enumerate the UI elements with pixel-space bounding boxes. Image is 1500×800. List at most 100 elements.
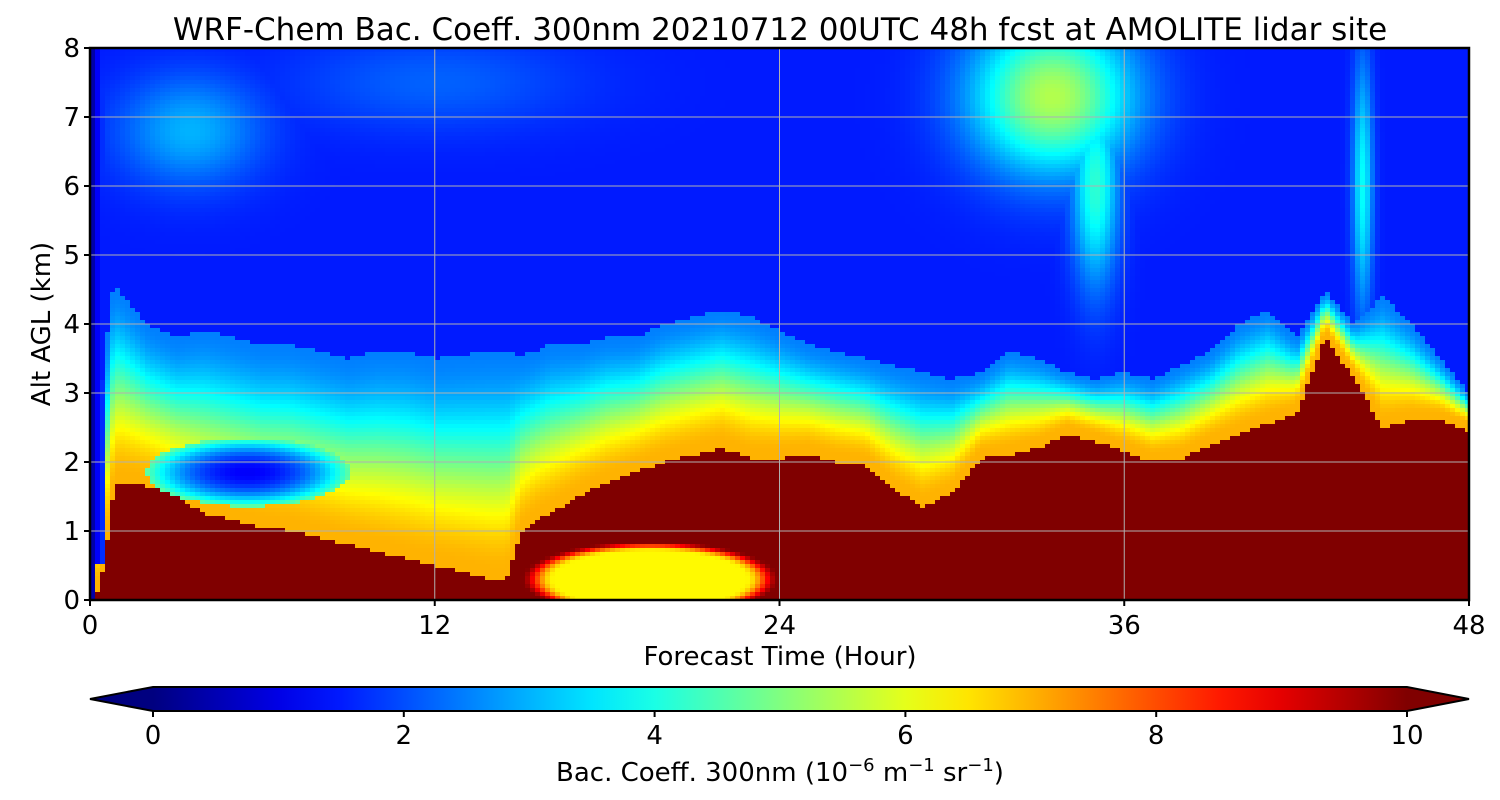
heat-cell (565, 92, 571, 97)
heat-cell (465, 68, 471, 73)
heat-cell (1370, 88, 1376, 93)
heat-cell (290, 104, 296, 109)
heat-cell (735, 80, 741, 85)
heat-cell (430, 64, 436, 69)
heat-cell (1035, 92, 1041, 97)
heat-cell (785, 60, 791, 65)
heat-cell (390, 72, 396, 77)
heat-cell (145, 100, 151, 105)
heat-cell (215, 84, 221, 89)
heat-cell (1105, 92, 1111, 97)
heat-cell (1450, 92, 1456, 97)
heat-cell (365, 72, 371, 77)
heat-cell (675, 116, 681, 121)
heat-cell (1190, 64, 1196, 69)
heat-cell (320, 100, 326, 105)
heat-cell (240, 112, 246, 117)
heat-cell (1145, 100, 1151, 105)
heat-cell (1005, 76, 1011, 81)
heat-cell (1355, 96, 1361, 101)
heat-cell (1065, 100, 1071, 105)
heat-cell (1370, 56, 1376, 61)
heat-cell (335, 92, 341, 97)
heat-cell (1045, 108, 1051, 113)
heat-cell (155, 80, 161, 85)
heat-cell (1115, 96, 1121, 101)
heat-cell (1375, 64, 1381, 69)
heat-cell (700, 100, 706, 105)
heat-cell (345, 64, 351, 69)
heat-cell (1365, 56, 1371, 61)
heat-cell (165, 108, 171, 113)
heat-cell (380, 108, 386, 113)
heat-cell (385, 52, 391, 57)
heat-cell (185, 112, 191, 117)
heat-cell (895, 72, 901, 77)
heat-cell (1235, 56, 1241, 61)
heat-cell (875, 76, 881, 81)
heat-cell (210, 108, 216, 113)
heat-cell (1350, 84, 1356, 89)
heat-cell (440, 68, 446, 73)
heat-cell (580, 84, 586, 89)
heat-cell (105, 60, 111, 65)
heat-cell (1080, 108, 1086, 113)
heat-cell (845, 104, 851, 109)
heat-cell (185, 48, 191, 53)
heat-cell (555, 52, 561, 57)
heat-cell (910, 64, 916, 69)
heat-cell (1030, 80, 1036, 85)
heat-cell (1075, 80, 1081, 85)
heat-cell (1405, 96, 1411, 101)
heat-cell (1060, 56, 1066, 61)
heat-cell (1195, 92, 1201, 97)
heat-cell (640, 112, 646, 117)
heat-cell (265, 60, 271, 65)
heat-cell (1275, 100, 1281, 105)
heat-cell (1050, 116, 1056, 121)
heat-cell (1465, 96, 1469, 101)
heat-cell (715, 104, 721, 109)
heat-cell (1255, 48, 1261, 53)
heat-cell (1390, 92, 1396, 97)
heat-cell (1455, 104, 1461, 109)
heat-cell (885, 80, 891, 85)
heat-cell (1365, 92, 1371, 97)
heat-cell (675, 68, 681, 73)
heat-cell (910, 100, 916, 105)
heat-cell (175, 56, 181, 61)
heat-cell (1420, 48, 1426, 53)
heat-cell (680, 112, 686, 117)
heat-cell (670, 116, 676, 121)
heat-cell (775, 108, 781, 113)
heat-cell (1325, 112, 1331, 117)
heat-cell (165, 64, 171, 69)
heat-cell (570, 112, 576, 117)
heat-cell (800, 80, 806, 85)
heat-cell (155, 104, 161, 109)
heat-cell (1255, 92, 1261, 97)
heat-cell (720, 96, 726, 101)
heat-cell (1105, 104, 1111, 109)
heat-cell (1240, 60, 1246, 65)
heat-cell (775, 56, 781, 61)
heat-cell (770, 76, 776, 81)
heat-cell (765, 108, 771, 113)
heat-cell (1215, 56, 1221, 61)
heat-cell (715, 52, 721, 57)
heat-cell (590, 108, 596, 113)
heat-cell (1085, 68, 1091, 73)
heat-cell (1180, 52, 1186, 57)
heat-cell (720, 104, 726, 109)
heat-cell (450, 104, 456, 109)
heat-cell (620, 60, 626, 65)
heat-cell (1405, 100, 1411, 105)
heat-cell (960, 76, 966, 81)
heat-cell (675, 60, 681, 65)
heat-cell (1290, 92, 1296, 97)
heat-cell (760, 104, 766, 109)
heat-cell (320, 56, 326, 61)
heat-cell (360, 72, 366, 77)
heat-cell (435, 84, 441, 89)
heat-cell (510, 80, 516, 85)
